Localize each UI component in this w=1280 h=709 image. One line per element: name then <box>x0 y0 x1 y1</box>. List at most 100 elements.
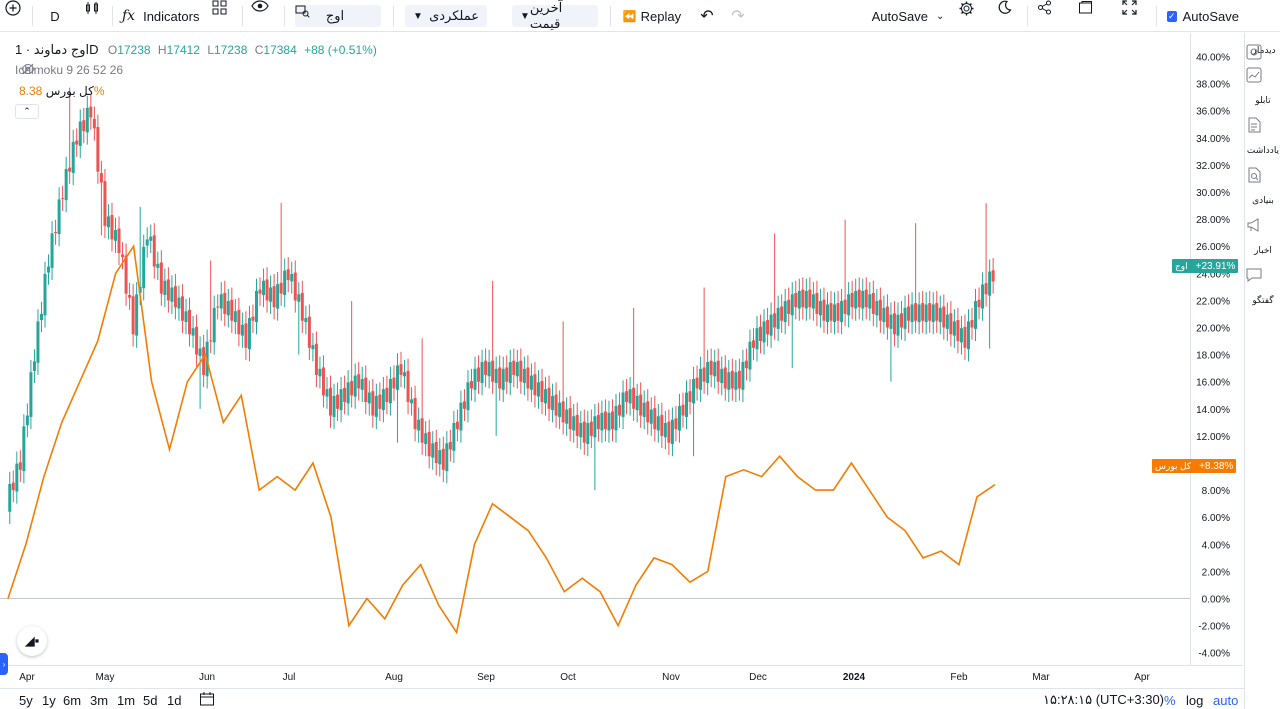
candle-body <box>942 306 946 328</box>
legend-change: +88 (+0.51%) <box>304 43 377 57</box>
range-5d[interactable]: 5d <box>143 692 158 708</box>
candle-body <box>403 372 407 377</box>
log-toggle[interactable]: log <box>1186 692 1204 708</box>
sidebar-item-news[interactable]: اخبار <box>1245 216 1280 256</box>
candle-body <box>945 314 949 329</box>
autosave-dropdown[interactable]: AutoSave ⌄ <box>872 0 945 32</box>
x-tick-label: Jun <box>199 672 215 683</box>
redo-button[interactable]: ↷ <box>728 0 748 32</box>
candle-body <box>533 374 537 396</box>
range-1m[interactable]: 1m <box>117 692 136 708</box>
redo-icon: ↷ <box>731 8 745 25</box>
range-1y[interactable]: 1y <box>42 692 56 708</box>
candle-body <box>276 284 280 309</box>
candle-body <box>15 463 19 492</box>
candle-body <box>625 391 629 403</box>
interval-button[interactable]: D <box>50 8 60 24</box>
add-symbol-button[interactable] <box>5 0 27 32</box>
visibility-button[interactable] <box>251 0 273 32</box>
candle-body <box>699 368 703 390</box>
candle-body <box>924 304 928 323</box>
fullscreen-button[interactable] <box>1122 0 1144 32</box>
candle-body <box>889 314 893 329</box>
legend-compare[interactable]: کل بورس 8.38% <box>15 84 105 98</box>
candle-body <box>593 416 597 438</box>
legend-close: 17384 <box>263 43 297 57</box>
autosave-checkbox[interactable]: ✓ AutoSave <box>1167 0 1239 32</box>
candle-body <box>381 389 385 411</box>
compare-value: 8.38% <box>19 84 105 98</box>
sidebar-item-chat[interactable]: گفتگو <box>1245 266 1280 306</box>
symbol-search-button[interactable]: اوج <box>295 5 381 27</box>
undo-button[interactable]: ↶ <box>697 0 717 32</box>
candle-body <box>801 289 805 308</box>
candle-body <box>505 367 509 382</box>
layout-button[interactable] <box>212 0 232 32</box>
candle-body <box>374 395 378 417</box>
collapse-legend-button[interactable]: ⌃ <box>15 104 39 119</box>
candle-body <box>850 292 854 308</box>
candle-body <box>603 411 607 430</box>
candle-body <box>22 426 26 472</box>
candle-body <box>783 301 787 323</box>
auto-toggle[interactable]: auto <box>1213 692 1239 708</box>
candle-body <box>575 414 579 436</box>
candle-body <box>311 345 315 350</box>
performance-dropdown[interactable]: ▼ عملکردی <box>405 5 487 27</box>
candle-body <box>681 404 685 416</box>
range-5y[interactable]: 5y <box>19 692 33 708</box>
sidebar-item-notes[interactable]: یادداشت <box>1245 116 1280 156</box>
candle-body <box>956 320 960 342</box>
left-panel-handle[interactable]: › <box>0 653 8 675</box>
clock[interactable]: ۱۵:۲۸:۱۵ (UTC+3:30) <box>1043 692 1164 707</box>
legend-open: 17238 <box>117 43 151 57</box>
candle-body <box>610 411 614 430</box>
legend-symbol[interactable]: اوج دماوند · 1D <box>15 42 99 57</box>
sidebar-item-fundamental[interactable]: بنیادی <box>1245 166 1280 206</box>
candle-body <box>811 294 815 309</box>
candle-body <box>491 360 495 382</box>
candle-body <box>11 482 15 491</box>
legend-indicator[interactable]: Ichimoku 9 26 52 26 <box>15 63 123 77</box>
percent-toggle[interactable]: % <box>1164 692 1176 708</box>
sidebar-item-watchlist[interactable]: دیدمان <box>1245 43 1280 60</box>
calendar-icon <box>200 692 214 706</box>
share-button[interactable] <box>1037 0 1059 32</box>
candle-body <box>907 306 911 321</box>
range-1d[interactable]: 1d <box>167 692 182 708</box>
settings-button[interactable] <box>958 0 980 32</box>
chart-type-button[interactable] <box>84 0 104 32</box>
candle-body <box>297 294 301 302</box>
chart-area[interactable]: 40.00% 38.00% 36.00% 34.00% 32.00% 30.00% 28.0… <box>0 33 1243 687</box>
x-tick-label: Apr <box>19 672 35 683</box>
candle-body <box>135 294 139 336</box>
toolbar-divider <box>112 6 113 26</box>
chevron-down-icon: ▼ <box>520 10 530 22</box>
candle-body <box>427 431 431 457</box>
snapshot-button[interactable] <box>1078 0 1100 32</box>
candle-body <box>551 395 555 411</box>
performance-dropdown-label: عملکردی <box>429 8 479 23</box>
last-price-dropdown[interactable]: ▼ آخرین قیمت <box>512 0 598 31</box>
range-6m[interactable]: 6m <box>63 692 82 708</box>
candle-body <box>642 402 646 417</box>
eye-off-icon[interactable] <box>21 63 35 75</box>
range-3m[interactable]: 3m <box>90 692 109 708</box>
candle-body <box>124 255 128 294</box>
toolbar-divider <box>393 6 394 26</box>
sidebar-item-board[interactable]: تابلو <box>1245 66 1280 106</box>
candle-body <box>364 377 368 403</box>
tradingview-logo[interactable]: ◢▪ <box>17 626 47 656</box>
candle-body <box>646 401 650 423</box>
search-compare-icon <box>295 5 310 18</box>
candle-body <box>582 421 586 443</box>
candle-body <box>321 367 325 396</box>
candle-body <box>677 406 681 431</box>
candles-icon <box>86 2 98 14</box>
candle-body <box>766 320 770 335</box>
indicators-button[interactable]: ƒx Indicators <box>122 0 202 32</box>
y-tick-label: 18.00% <box>1196 351 1230 362</box>
replay-button[interactable]: ⏪ Replay <box>623 0 681 32</box>
legend-main: اوج دماوند · 1D O17238 H17412 L17238 C17… <box>15 42 377 58</box>
theme-button[interactable] <box>997 0 1019 32</box>
